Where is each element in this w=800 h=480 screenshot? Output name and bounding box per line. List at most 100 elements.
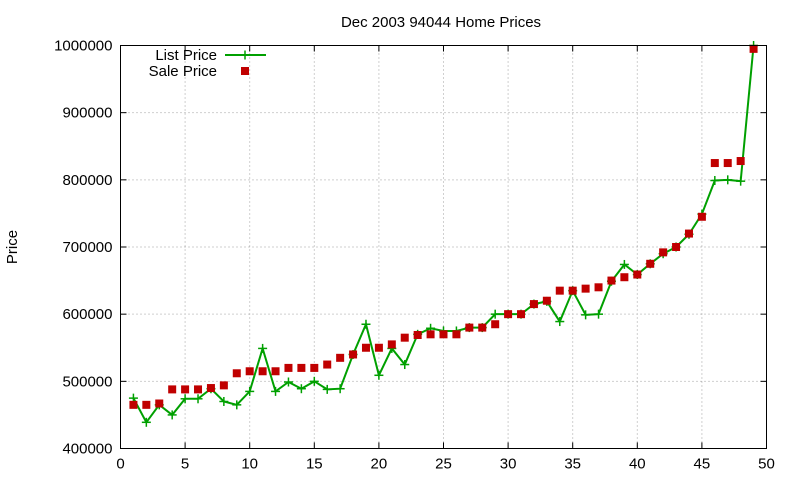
sale-price-point	[349, 350, 358, 359]
sale-price-point	[129, 400, 138, 409]
sale-price-point	[142, 400, 151, 409]
x-tick-label: 5	[181, 456, 189, 473]
x-tick-label: 20	[371, 456, 388, 473]
sale-price-point	[323, 360, 332, 369]
sale-price-point	[155, 399, 164, 408]
sale-price-point	[439, 330, 448, 339]
x-tick-label: 25	[435, 456, 452, 473]
sale-price-point	[529, 300, 538, 309]
list-price-point	[581, 310, 591, 320]
sale-price-point	[284, 363, 293, 372]
sale-price-point	[336, 353, 345, 362]
sale-price-point	[723, 159, 732, 168]
x-tick-label: 35	[564, 456, 581, 473]
list-price-point	[594, 309, 604, 319]
y-tick-label: 900000	[62, 105, 112, 122]
sale-price-point	[245, 367, 254, 376]
x-tick-label: 40	[629, 456, 646, 473]
y-tick-label: 600000	[62, 306, 112, 323]
x-tick-label: 50	[758, 456, 775, 473]
list-price-point	[180, 394, 190, 404]
y-tick-label: 700000	[62, 239, 112, 256]
x-tick-label: 45	[694, 456, 711, 473]
sale-price-point	[426, 330, 435, 339]
x-tick-label: 15	[306, 456, 323, 473]
list-price-point	[736, 176, 746, 186]
sale-price-point	[491, 320, 500, 329]
sale-price-point	[452, 330, 461, 339]
list-price-point	[710, 176, 720, 186]
sale-price-point	[374, 343, 383, 352]
sale-price-point	[659, 248, 668, 257]
sale-price-point	[517, 310, 526, 319]
list-price-point	[335, 384, 345, 394]
sale-price-point	[542, 296, 551, 305]
sale-price-point	[168, 385, 177, 394]
sale-price-point	[646, 259, 655, 268]
list-price-point	[309, 376, 319, 386]
list-price-point	[232, 400, 242, 410]
sale-price-point	[672, 243, 681, 251]
list-price-point	[374, 370, 384, 380]
sale-price-point	[581, 284, 590, 293]
y-tick-label: 500000	[62, 373, 112, 390]
grid-lines	[120, 45, 767, 449]
y-tick-label: 400000	[62, 441, 112, 458]
list-price-point	[555, 317, 565, 327]
sale-price-point	[181, 385, 190, 394]
sale-price-point	[206, 384, 215, 393]
legend-entry-sale-price: Sale Price	[149, 63, 249, 80]
list-price-point	[619, 259, 629, 269]
sale-price-point	[232, 369, 241, 378]
sale-price-point	[258, 367, 267, 376]
legend-square-swatch	[241, 67, 249, 75]
sale-price-point	[504, 310, 513, 319]
list-price-point	[296, 384, 306, 394]
legend-plus-swatch	[240, 50, 250, 60]
list-price-point	[723, 175, 733, 185]
sale-price-point	[387, 340, 396, 349]
list-price-point	[271, 386, 281, 396]
sale-price-point	[633, 270, 642, 279]
y-axis-label: Price	[4, 230, 21, 264]
list-price-point	[490, 309, 500, 319]
sale-price-point	[710, 159, 719, 168]
sale-price-point	[194, 385, 203, 394]
sale-price-point	[271, 367, 280, 376]
list-price-point	[322, 384, 332, 394]
sale-price-point	[568, 286, 577, 295]
sale-price-point	[555, 286, 564, 295]
list-price-point	[258, 343, 268, 353]
legend-label: List Price	[155, 47, 217, 64]
sale-price-point	[697, 212, 706, 221]
sale-price-point	[607, 276, 616, 285]
list-price-point	[283, 377, 293, 387]
axis-ticks: 0 5 10 15 20 25 30 35 40 45 50 400000 500000 600000 70…	[54, 38, 775, 473]
sale-price-point	[361, 343, 370, 352]
sale-price-point	[594, 283, 603, 292]
x-tick-label: 30	[500, 456, 517, 473]
x-tick-label: 0	[116, 456, 124, 473]
sale-price-point	[219, 381, 228, 390]
list-price-point	[245, 386, 255, 396]
sale-price-point	[413, 330, 422, 339]
list-price-point	[400, 360, 410, 370]
plot-frame	[120, 45, 767, 449]
sale-price-point	[400, 333, 409, 342]
x-tick-label: 10	[241, 456, 258, 473]
sale-price-point	[297, 363, 306, 372]
sale-price-point	[684, 229, 693, 238]
sale-price-point	[749, 44, 758, 53]
sale-price-point	[465, 323, 474, 332]
sale-price-point	[478, 323, 487, 332]
list-price-point	[141, 417, 151, 427]
legend-entry-list-price: List Price	[155, 47, 266, 64]
list-price-point	[167, 410, 177, 420]
legend-label: Sale Price	[149, 63, 217, 80]
sale-price-point	[310, 363, 319, 372]
y-tick-label: 1000000	[54, 38, 112, 55]
list-price-point	[361, 319, 371, 329]
sale-price-point	[736, 157, 745, 166]
